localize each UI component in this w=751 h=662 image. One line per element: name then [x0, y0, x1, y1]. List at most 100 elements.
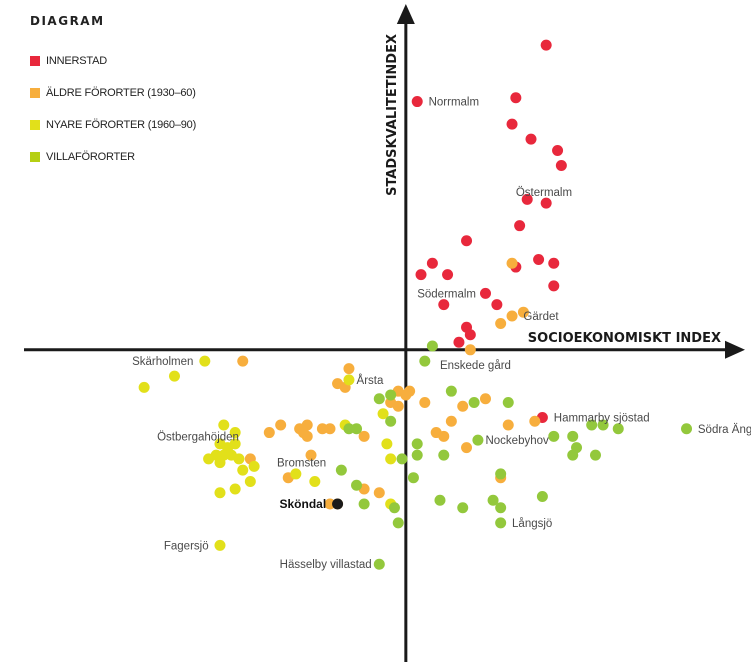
annotation-label: Norrmalm	[429, 97, 479, 109]
legend-label: VILLAFÖRORTER	[46, 151, 135, 163]
point-innerstad	[525, 133, 537, 145]
point-villaf-rorter	[434, 494, 446, 506]
point-villaf-rorter	[589, 449, 601, 461]
point-nyare-f-rorter-1960-90	[377, 408, 389, 420]
point-innerstad	[548, 257, 560, 269]
point-villaf-rorter	[502, 396, 514, 408]
point-ldre-f-rorter-1930-60	[457, 400, 469, 412]
point-ldre-f-rorter-1930-60	[506, 310, 518, 322]
point-villaf-rorter	[472, 434, 484, 446]
legend-swatch	[30, 56, 40, 66]
point-villaf-rorter	[392, 517, 404, 529]
point-ldre-f-rorter-1930-60	[438, 430, 450, 442]
x-axis-arrow	[725, 340, 745, 359]
annotation-label: Södermalm	[417, 288, 476, 300]
point-nyare-f-rorter-1960-90	[244, 475, 256, 487]
annotation-label: Södra Ängby	[698, 424, 751, 436]
point-villaf-rorter	[457, 502, 469, 514]
point-ldre-f-rorter-1930-60	[461, 442, 473, 454]
point-innerstad	[514, 220, 526, 232]
point-ldre-f-rorter-1930-60	[275, 419, 287, 431]
point-villaf-rorter	[373, 393, 385, 405]
point-nyare-f-rorter-1960-90	[138, 381, 150, 393]
point-ldre-f-rorter-1930-60	[517, 306, 529, 318]
point-villaf-rorter	[495, 468, 507, 480]
point-villaf-rorter	[388, 502, 400, 514]
point-innerstad	[552, 144, 564, 156]
point-nyare-f-rorter-1960-90	[199, 355, 211, 367]
point-villaf-rorter	[597, 419, 609, 431]
point-innerstad	[426, 257, 438, 269]
point-nyare-f-rorter-1960-90	[225, 449, 237, 461]
point-villaf-rorter	[411, 438, 423, 450]
legend-item-nyare-fororter: NYARE FÖRORTER (1960–90)	[30, 109, 196, 141]
point-ldre-f-rorter-1930-60	[529, 415, 541, 427]
point-innerstad	[464, 329, 476, 341]
point-villaf-rorter	[411, 449, 423, 461]
point-ldre-f-rorter-1930-60	[502, 419, 514, 431]
point-innerstad	[453, 336, 465, 348]
point-villaf-rorter	[612, 423, 624, 435]
point-ldre-f-rorter-1930-60	[343, 363, 355, 375]
point-ldre-f-rorter-1930-60	[392, 400, 404, 412]
annotation-label: Östbergahöjden	[157, 431, 239, 443]
annotation-label: Fagersjö	[164, 540, 209, 552]
point-villaf-rorter	[536, 491, 548, 502]
legend: DIAGRAM INNERSTAD ÄLDRE FÖRORTER (1930–6…	[30, 14, 196, 173]
axes	[24, 4, 745, 662]
annotation-label: Gärdet	[523, 311, 559, 323]
point-nyare-f-rorter-1960-90	[214, 487, 226, 499]
point-innerstad	[555, 160, 567, 171]
point-nyare-f-rorter-1960-90	[214, 539, 226, 551]
point-villaf-rorter	[495, 502, 507, 514]
point-villaf-rorter	[373, 558, 385, 570]
point-villaf-rorter	[343, 423, 355, 435]
point-innerstad	[415, 269, 427, 281]
point-villaf-rorter	[385, 389, 397, 401]
point-ldre-f-rorter-1930-60	[324, 423, 336, 435]
point-sk-ndal	[332, 498, 344, 510]
point-nyare-f-rorter-1960-90	[381, 438, 393, 450]
point-ldre-f-rorter-1930-60	[316, 423, 328, 435]
legend-label: INNERSTAD	[46, 55, 107, 67]
point-villaf-rorter	[335, 464, 347, 476]
point-villaf-rorter	[407, 472, 419, 484]
point-innerstad	[510, 92, 522, 104]
point-ldre-f-rorter-1930-60	[297, 427, 309, 439]
point-nyare-f-rorter-1960-90	[229, 483, 241, 495]
legend-swatch	[30, 152, 40, 162]
point-villaf-rorter	[426, 340, 438, 352]
point-nyare-f-rorter-1960-90	[385, 453, 397, 465]
point-nyare-f-rorter-1960-90	[248, 460, 260, 472]
point-villaf-rorter	[438, 449, 450, 461]
point-ldre-f-rorter-1930-60	[419, 396, 431, 408]
y-axis-arrow	[396, 4, 415, 24]
point-innerstad	[540, 197, 552, 209]
point-innerstad	[548, 280, 560, 292]
point-nyare-f-rorter-1960-90	[309, 475, 321, 487]
point-villaf-rorter	[385, 415, 397, 427]
point-villaf-rorter	[586, 419, 598, 431]
point-ldre-f-rorter-1930-60	[400, 389, 412, 401]
point-nyare-f-rorter-1960-90	[290, 468, 302, 480]
point-nyare-f-rorter-1960-90	[229, 427, 241, 439]
legend-swatch	[30, 88, 40, 98]
annotation-label: Enskede gård	[440, 360, 511, 372]
point-villaf-rorter	[419, 355, 431, 367]
point-ldre-f-rorter-1930-60	[445, 415, 457, 427]
point-nyare-f-rorter-1960-90	[343, 374, 355, 386]
y-axis-label: STADSKVALITETINDEX	[385, 34, 400, 196]
point-villaf-rorter	[487, 494, 499, 506]
annotation-label: Östermalm	[516, 187, 572, 199]
point-villaf-rorter	[548, 430, 560, 442]
point-villaf-rorter	[445, 385, 457, 397]
annotation-label: Sköndal	[280, 497, 327, 511]
annotation-label: Hammarby sjöstad	[554, 413, 650, 425]
point-villaf-rorter	[681, 423, 693, 435]
point-innerstad	[479, 287, 491, 299]
legend-item-innerstad: INNERSTAD	[30, 45, 196, 77]
point-innerstad	[442, 269, 454, 281]
point-ldre-f-rorter-1930-60	[479, 393, 491, 405]
point-ldre-f-rorter-1930-60	[373, 487, 385, 499]
point-villaf-rorter	[567, 449, 579, 461]
